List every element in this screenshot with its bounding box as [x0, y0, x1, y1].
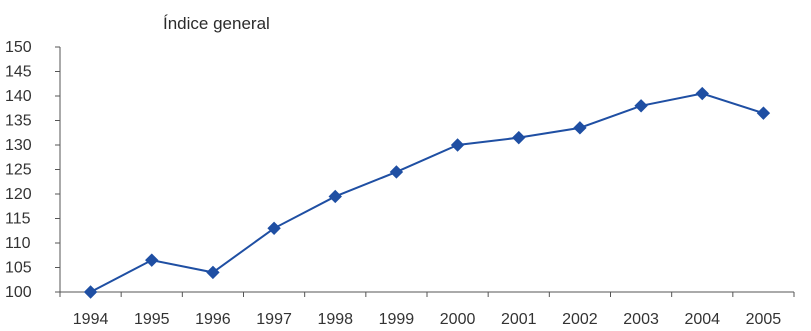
x-tick-label: 2003	[623, 311, 659, 328]
x-tick-label: 2004	[684, 311, 720, 328]
data-point-marker	[573, 121, 587, 135]
data-point-marker	[450, 138, 465, 152]
y-tick-label: 120	[5, 186, 32, 203]
x-tick-label: 1999	[379, 311, 415, 328]
x-tick-label: 1995	[134, 311, 170, 328]
y-tick-label: 150	[5, 39, 32, 56]
data-point-marker	[83, 285, 98, 299]
data-point-marker	[634, 99, 648, 113]
series-line	[90, 92, 764, 293]
y-tick-label: 110	[5, 235, 31, 252]
y-tick-label: 140	[5, 88, 32, 105]
x-tick-label: 1996	[195, 311, 231, 328]
data-point-marker	[267, 221, 281, 236]
chart-title: Índice general	[163, 14, 270, 33]
x-tick-label: 2005	[746, 311, 782, 328]
x-tick-label: 2000	[440, 311, 476, 328]
data-point-marker	[389, 165, 404, 179]
y-tick-label: 105	[5, 260, 32, 277]
data-point-marker	[756, 106, 771, 120]
y-tick-label: 130	[5, 137, 32, 154]
data-point-marker	[206, 265, 220, 280]
data-point-marker	[695, 86, 709, 101]
y-tick-label: 125	[5, 162, 32, 179]
x-tick-label: 1997	[256, 311, 292, 328]
y-tick-label: 115	[5, 211, 31, 228]
y-tick-label: 100	[5, 284, 32, 301]
y-tick-label: 135	[5, 113, 32, 130]
x-tick-label: 1998	[317, 311, 353, 328]
data-point-marker	[328, 189, 342, 204]
x-tick-label: 2002	[562, 311, 598, 328]
y-tick-label: 145	[5, 64, 32, 81]
x-tick-label: 1994	[73, 311, 109, 328]
x-tick-label: 2001	[501, 311, 537, 328]
data-point-marker	[145, 253, 159, 267]
data-point-marker	[512, 130, 526, 145]
